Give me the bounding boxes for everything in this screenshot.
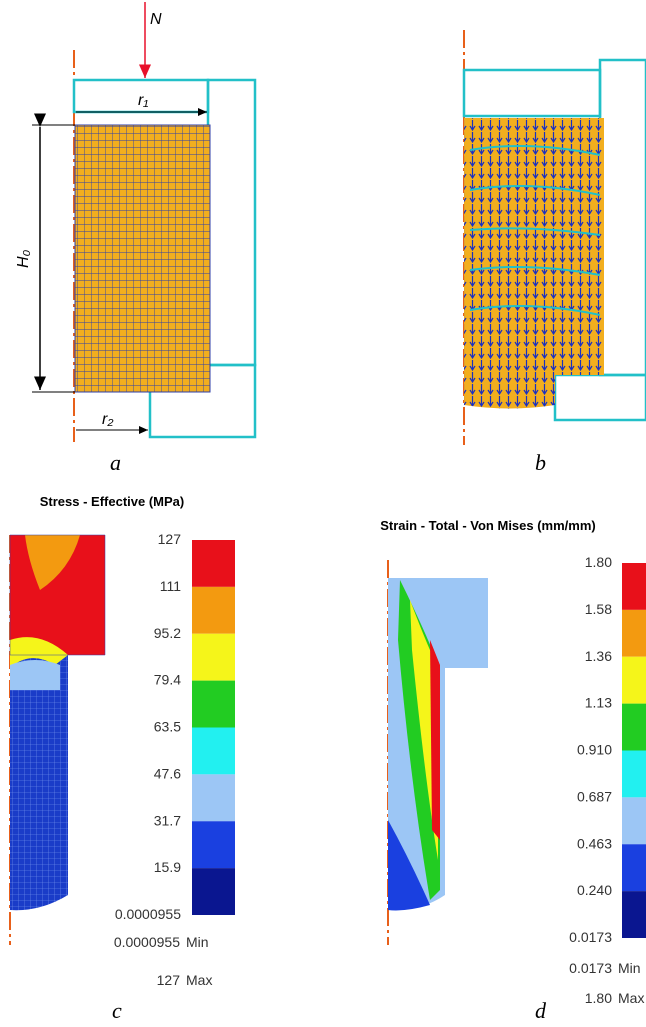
radius-label: r₂ xyxy=(102,411,113,428)
panel-label: a xyxy=(110,450,121,475)
colorbar-band xyxy=(622,750,646,798)
colorbar: 127 111 95.2 79.4 63.5 47.6 31.7 15.9 0.0000955 0… xyxy=(114,531,235,988)
colorbar-band xyxy=(192,821,235,869)
colorbar-tick-label: 0.0000955 xyxy=(115,906,181,922)
colorbar-band xyxy=(192,540,235,587)
colorbar-band xyxy=(622,844,646,892)
min-label: Min xyxy=(186,934,209,950)
punch xyxy=(462,68,602,118)
max-value: 127 xyxy=(157,972,181,988)
colorbar-band xyxy=(622,703,646,751)
colorbar-tick-label: 1.36 xyxy=(585,648,612,664)
colorbar-tick-label: 63.5 xyxy=(154,719,181,735)
min-value: 0.0173 xyxy=(569,960,612,976)
panel-label: d xyxy=(535,998,547,1023)
contour-mesh xyxy=(430,640,440,840)
colorbar-band xyxy=(622,797,646,845)
colorbar-band xyxy=(622,563,646,610)
colorbar-band xyxy=(192,774,235,822)
max-label: Max xyxy=(618,990,644,1006)
colorbar-tick-label: 0.463 xyxy=(577,835,612,851)
max-value: 1.80 xyxy=(585,990,612,1006)
radius-label: r₁ xyxy=(138,92,148,109)
colorbar-tick-label: 47.6 xyxy=(154,765,181,781)
colorbar-tick-label: 0.240 xyxy=(577,882,612,898)
colorbar-tick-label: 1.80 xyxy=(585,554,612,570)
mesh-outline xyxy=(9,534,106,656)
colorbar-tick-label: 15.9 xyxy=(154,859,181,875)
die xyxy=(553,373,646,422)
colorbar-tick-label: 95.2 xyxy=(154,625,181,641)
height-label: H₀ xyxy=(15,249,32,268)
colorbar-tick-label: 1.13 xyxy=(585,695,612,711)
panel-label: c xyxy=(112,998,122,1023)
force-label: N xyxy=(150,11,162,28)
colorbar-band xyxy=(622,656,646,704)
contour-mesh xyxy=(10,655,68,911)
colorbar-band xyxy=(192,727,235,775)
colorbar-tick-label: 111 xyxy=(160,578,181,594)
colorbar-tick-label: 0.0173 xyxy=(569,929,612,945)
velocity-field xyxy=(464,118,604,409)
colorbar-title: Stress - Effective (MPa) xyxy=(40,494,185,509)
colorbar-band xyxy=(622,891,646,938)
colorbar-tick-label: 0.687 xyxy=(577,788,612,804)
panel-label: b xyxy=(535,450,546,475)
container xyxy=(598,58,646,377)
contour-mesh xyxy=(10,660,60,690)
panel-b: b xyxy=(462,30,646,475)
colorbar-tick-label: 79.4 xyxy=(154,672,181,688)
flow-line xyxy=(469,145,601,316)
panel-a: N r₁ H₀ r₂ a xyxy=(15,2,257,475)
contour-mesh xyxy=(10,637,68,668)
contour-mesh xyxy=(388,820,430,911)
colorbar-tick-label: 127 xyxy=(158,531,182,547)
billet-mesh xyxy=(74,124,211,393)
container xyxy=(206,78,257,367)
colorbar-band xyxy=(192,680,235,728)
colorbar-title: Strain - Total - Von Mises (mm/mm) xyxy=(380,518,595,533)
contour-mesh xyxy=(25,535,80,590)
panel-d: Strain - Total - Von Mises (mm/mm) 1.801… xyxy=(380,518,646,1023)
max-label: Max xyxy=(186,972,212,988)
colorbar-band xyxy=(192,633,235,681)
colorbar-tick-label: 0.910 xyxy=(577,742,612,758)
colorbar: 1.80 1.58 1.36 1.13 0.910 0.687 0.463 0.240 0.01… xyxy=(569,554,646,1006)
colorbar-band xyxy=(192,586,235,634)
min-label: Min xyxy=(618,960,641,976)
panel-c: Stress - Effective (MPa) 127 111 95.2 79.4 6… xyxy=(9,494,235,1023)
colorbar-tick-label: 1.58 xyxy=(585,601,612,617)
colorbar-band xyxy=(192,868,235,915)
colorbar-tick-label: 31.7 xyxy=(154,812,181,828)
min-value: 0.0000955 xyxy=(114,934,180,950)
colorbar-band xyxy=(622,609,646,657)
